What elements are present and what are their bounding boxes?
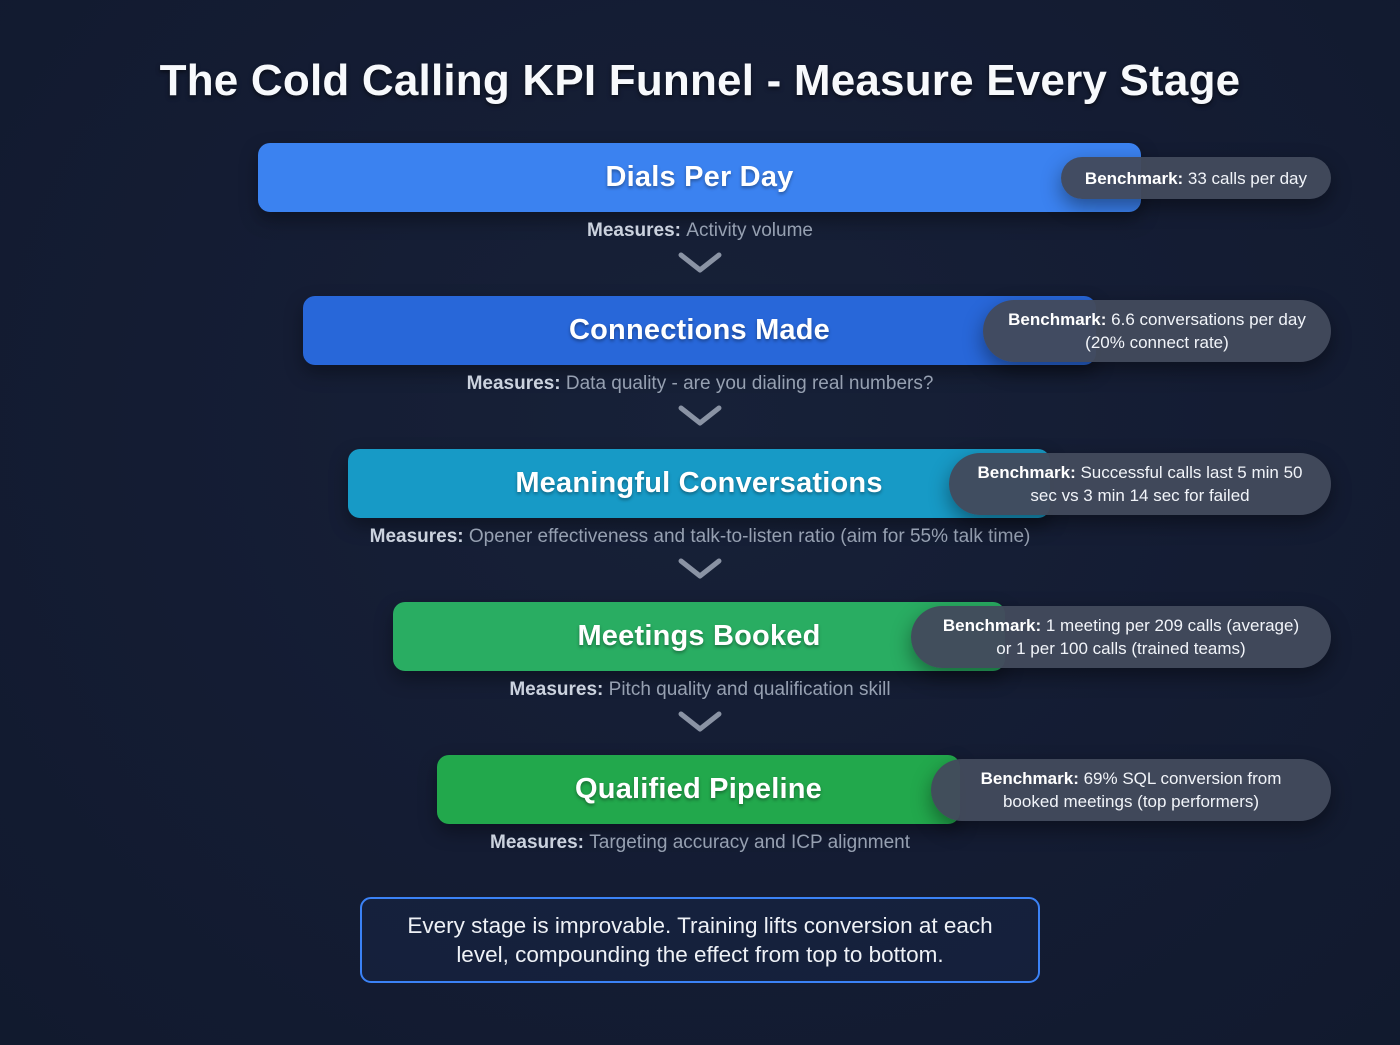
measures-line: Measures: Pitch quality and qualificatio… (0, 679, 1400, 701)
benchmark-label: Benchmark: (1008, 310, 1107, 329)
benchmark-label: Benchmark: (980, 769, 1079, 788)
benchmark-text: Benchmark: Successful calls last 5 min 5… (973, 461, 1307, 507)
benchmark-badge: Benchmark: 33 calls per day (1060, 157, 1331, 199)
stage-bar: Qualified Pipeline (437, 755, 960, 824)
summary-note: Every stage is improvable. Training lift… (360, 897, 1040, 983)
summary-note-text: Every stage is improvable. Training lift… (407, 913, 993, 967)
measures-label: Measures: (490, 832, 584, 853)
measures-label: Measures: (369, 526, 464, 547)
benchmark-value: 1 meeting per 209 calls (average) or 1 p… (996, 616, 1300, 658)
benchmark-text: Benchmark: 69% SQL conversion from booke… (955, 767, 1307, 813)
benchmark-value: 69% SQL conversion from booked meetings … (1002, 769, 1282, 811)
benchmark-text: Benchmark: 33 calls per day (1085, 167, 1307, 190)
benchmark-text: Benchmark: 6.6 conversations per day (20… (1007, 308, 1307, 354)
stage-label: Qualified Pipeline (575, 773, 822, 805)
measures-value: Pitch quality and qualification skill (608, 679, 891, 700)
benchmark-value: Successful calls last 5 min 50 sec vs 3 … (1030, 463, 1303, 505)
measures-line: Measures: Data quality - are you dialing… (0, 373, 1400, 395)
measures-value: Targeting accuracy and ICP alignment (589, 832, 910, 853)
funnel-stage-connections-made: Connections Made Benchmark: 6.6 conversa… (0, 296, 1400, 449)
stage-label: Dials Per Day (605, 161, 794, 193)
page-title: The Cold Calling KPI Funnel - Measure Ev… (159, 56, 1241, 105)
measures-label: Measures: (466, 373, 561, 394)
measures-label: Measures: (587, 220, 681, 241)
benchmark-label: Benchmark: (977, 463, 1076, 482)
funnel-stage-qualified-pipeline: Qualified Pipeline Benchmark: 69% SQL co… (0, 755, 1400, 908)
stage-bar: Meetings Booked (393, 602, 1005, 671)
benchmark-value: 33 calls per day (1187, 168, 1307, 188)
stage-label: Connections Made (569, 314, 830, 346)
benchmark-label: Benchmark: (1084, 168, 1184, 188)
measures-value: Activity volume (686, 220, 813, 241)
measures-line: Measures: Activity volume (0, 220, 1400, 242)
benchmark-text: Benchmark: 1 meeting per 209 calls (aver… (935, 614, 1307, 660)
benchmark-value: 6.6 conversations per day (20% connect r… (1085, 310, 1306, 352)
benchmark-badge: Benchmark: 1 meeting per 209 calls (aver… (911, 606, 1331, 668)
measures-value: Opener effectiveness and talk-to-listen … (468, 526, 1031, 547)
funnel-stage-meetings-booked: Meetings Booked Benchmark: 1 meeting per… (0, 602, 1400, 755)
benchmark-label: Benchmark: (942, 616, 1042, 635)
benchmark-badge: Benchmark: 6.6 conversations per day (20… (983, 300, 1331, 362)
benchmark-badge: Benchmark: 69% SQL conversion from booke… (931, 759, 1331, 821)
measures-line: Measures: Targeting accuracy and ICP ali… (0, 832, 1400, 854)
stage-bar: Meaningful Conversations (348, 449, 1050, 518)
benchmark-badge: Benchmark: Successful calls last 5 min 5… (949, 453, 1331, 515)
measures-value: Data quality - are you dialing real numb… (565, 373, 934, 394)
funnel-stage-meaningful-conversations: Meaningful Conversations Benchmark: Succ… (0, 449, 1400, 602)
stage-bar: Dials Per Day (258, 143, 1141, 212)
chevron-down-icon (0, 710, 1400, 739)
chevron-down-icon (0, 404, 1400, 433)
measures-line: Measures: Opener effectiveness and talk-… (0, 526, 1400, 548)
chevron-down-icon (0, 251, 1400, 280)
chevron-down-icon (0, 557, 1400, 586)
stage-label: Meaningful Conversations (515, 467, 883, 499)
stage-label: Meetings Booked (577, 620, 821, 652)
stage-bar: Connections Made (303, 296, 1096, 365)
funnel-stage-dials-per-day: Dials Per Day Benchmark: 33 calls per da… (0, 143, 1400, 296)
measures-label: Measures: (509, 679, 604, 700)
